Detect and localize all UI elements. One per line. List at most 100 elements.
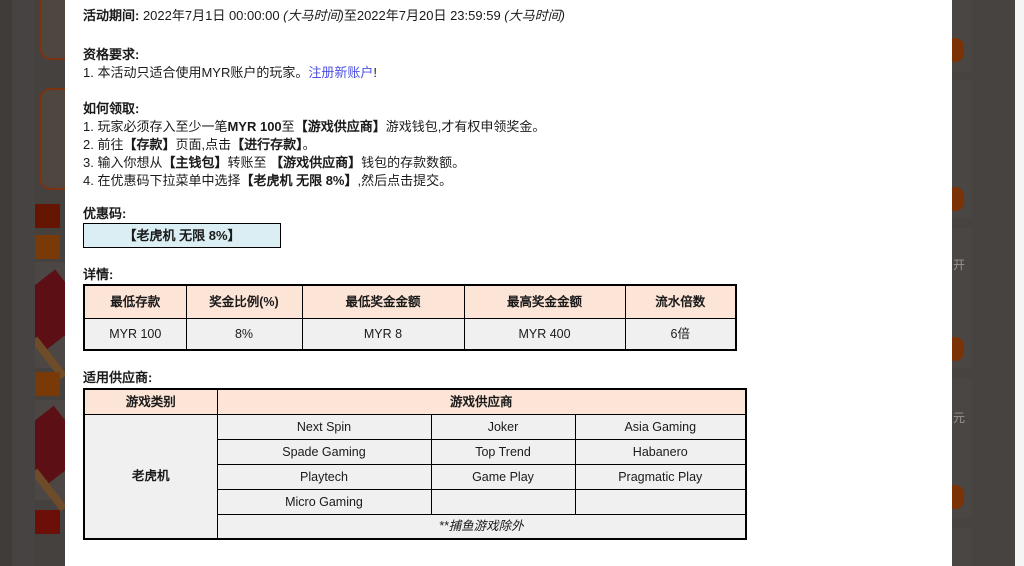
- details-heading: 详情:: [83, 267, 114, 282]
- banner-title-block-fragment: [35, 204, 60, 228]
- provider-cell: Asia Gaming: [574, 413, 747, 440]
- details-header-cell: 最高奖金金额: [463, 284, 626, 319]
- details-data-row: MYR 100 8% MYR 8 MYR 400 6倍: [83, 317, 737, 351]
- promo-code-value: 【老虎机 无限 8%】: [123, 227, 241, 243]
- details-cell: MYR 8: [301, 317, 465, 351]
- provider-cell: Top Trend: [430, 438, 576, 465]
- period-start: 2022年7月1日 00:00:00: [139, 8, 284, 23]
- providers-table: 游戏类别 游戏供应商 老虎机 Next Spin Joker Asia Gami…: [83, 388, 748, 540]
- providers-header-category: 游戏类别: [83, 388, 218, 415]
- claim-step-2: 2. 前往【存款】页面,点击【进行存款】。: [83, 136, 932, 154]
- details-header-cell: 最低存款: [83, 284, 187, 319]
- background-right-card: [952, 80, 972, 218]
- step-text: 钱包的存款数额。: [361, 155, 466, 170]
- background-right-card: [952, 0, 972, 72]
- background-right-card: 元: [952, 378, 972, 518]
- providers-row: 老虎机 Next Spin Joker Asia Gaming: [83, 413, 747, 540]
- eligibility-item: 1. 本活动只适合使用MYR账户的玩家。注册新账户!: [83, 64, 932, 82]
- banner-text-fragment: 元: [953, 411, 966, 425]
- providers-row: Micro Gaming: [84, 488, 747, 515]
- promo-details-table: 最低存款 奖金比例(%) 最低奖金金额 最高奖金金额 流水倍数 MYR 100 …: [83, 284, 737, 351]
- register-account-link[interactable]: 注册新账户: [308, 65, 374, 80]
- provider-cell: Next Spin: [216, 413, 432, 440]
- period-timezone: (大马时间): [504, 8, 565, 23]
- provider-cell: [574, 488, 747, 515]
- step-highlight: 【主钱包】: [162, 155, 228, 170]
- provider-cell: Pragmatic Play: [574, 463, 747, 490]
- step-text: 。: [302, 137, 316, 152]
- provider-cell: Joker: [430, 413, 576, 440]
- background-right-card: 开: [952, 228, 972, 368]
- provider-cell: Game Play: [430, 463, 576, 490]
- providers-note-row: **捕鱼游戏除外: [84, 513, 747, 540]
- cta-button-fragment: [952, 485, 964, 509]
- cta-button-fragment: [952, 187, 964, 211]
- eligibility-heading: 资格要求:: [83, 47, 140, 62]
- step-text: 2. 前往: [83, 137, 124, 152]
- step-highlight: 【进行存款】: [231, 137, 303, 152]
- provider-cell: Playtech: [216, 463, 432, 490]
- banner-logo-fragment: [35, 235, 60, 259]
- claim-step-1: 1. 玩家必须存入至少一笔MYR 100至【游戏供应商】游戏钱包,才有权申领奖金…: [83, 118, 932, 136]
- provider-cell: Micro Gaming: [216, 488, 432, 515]
- provider-cell: [430, 488, 576, 515]
- step-text: 游戏钱包,才有权申领奖金。: [385, 119, 546, 134]
- claim-step-4: 4. 在优惠码下拉菜单中选择【老虎机 无限 8%】,然后点击提交。: [83, 172, 932, 190]
- providers-header-provider: 游戏供应商: [216, 388, 747, 415]
- providers-heading: 适用供应商:: [83, 370, 153, 385]
- details-header-cell: 最低奖金金额: [301, 284, 465, 319]
- background-right-card: [952, 528, 972, 566]
- banner-stripe-art-fragment: [35, 400, 65, 512]
- how-to-claim-heading: 如何领取:: [83, 101, 140, 116]
- promo-code-heading: 优惠码:: [83, 206, 127, 221]
- period-timezone: (大马时间): [283, 8, 344, 23]
- step-text: 页面,点击: [175, 137, 232, 152]
- details-cell: 6倍: [624, 317, 737, 351]
- eligibility-text: 1. 本活动只适合使用MYR账户的玩家。: [83, 65, 309, 80]
- banner-text-fragment: 开: [953, 258, 966, 272]
- provider-cell: Spade Gaming: [216, 438, 432, 465]
- step-text: 至: [281, 119, 295, 134]
- banner-stripe-art-fragment: [35, 262, 65, 380]
- activity-period-line: 活动期间: 2022年7月1日 00:00:00 (大马时间)至2022年7月2…: [83, 7, 932, 25]
- cta-button-fragment: [952, 337, 964, 361]
- background-left-banners: [35, 0, 65, 566]
- period-end: 至2022年7月20日 23:59:59: [343, 8, 505, 23]
- step-text: ,然后点击提交。: [357, 173, 453, 188]
- scrollbar-track: [1015, 0, 1024, 566]
- step-highlight: MYR 100: [227, 119, 282, 134]
- promo-code-box: 【老虎机 无限 8%】: [83, 223, 281, 248]
- promo-banner-outline-fragment: [39, 88, 65, 190]
- details-cell: MYR 400: [463, 317, 626, 351]
- background-left-strip-inner: [12, 0, 35, 566]
- step-text: 4. 在优惠码下拉菜单中选择: [83, 173, 241, 188]
- step-highlight: 【老虎机 无限 8%】: [240, 173, 358, 188]
- banner-logo-fragment: [35, 372, 60, 396]
- period-label: 活动期间:: [83, 8, 140, 23]
- provider-cell: Habanero: [574, 438, 747, 465]
- details-header-row: 最低存款 奖金比例(%) 最低奖金金额 最高奖金金额 流水倍数: [83, 284, 737, 319]
- background-left-strip: [0, 0, 35, 566]
- details-header-cell: 奖金比例(%): [185, 284, 303, 319]
- eligibility-suffix: !: [373, 65, 377, 80]
- step-highlight: 【游戏供应商】: [270, 155, 362, 170]
- game-category-cell: 老虎机: [83, 413, 218, 540]
- providers-header-row: 游戏类别 游戏供应商: [83, 388, 747, 415]
- promo-banner-outline-fragment: [39, 0, 65, 60]
- claim-step-3: 3. 输入你想从【主钱包】转账至 【游戏供应商】钱包的存款数额。: [83, 154, 932, 172]
- providers-note-cell: **捕鱼游戏除外: [216, 513, 747, 540]
- banner-title-block-fragment: [35, 510, 60, 534]
- providers-row: Spade Gaming Top Trend Habanero: [84, 438, 747, 465]
- details-cell: MYR 100: [83, 317, 187, 351]
- step-highlight: 【游戏供应商】: [294, 119, 386, 134]
- providers-row: Playtech Game Play Pragmatic Play: [84, 463, 747, 490]
- step-text: 3. 输入你想从: [83, 155, 163, 170]
- details-cell: 8%: [185, 317, 303, 351]
- details-header-cell: 流水倍数: [624, 284, 737, 319]
- step-text: 1. 玩家必须存入至少一笔: [83, 119, 228, 134]
- step-highlight: 【存款】: [123, 137, 176, 152]
- step-text: 转账至: [227, 155, 271, 170]
- cta-button-fragment: [952, 38, 964, 62]
- promo-detail-panel: 活动期间: 2022年7月1日 00:00:00 (大马时间)至2022年7月2…: [65, 0, 952, 566]
